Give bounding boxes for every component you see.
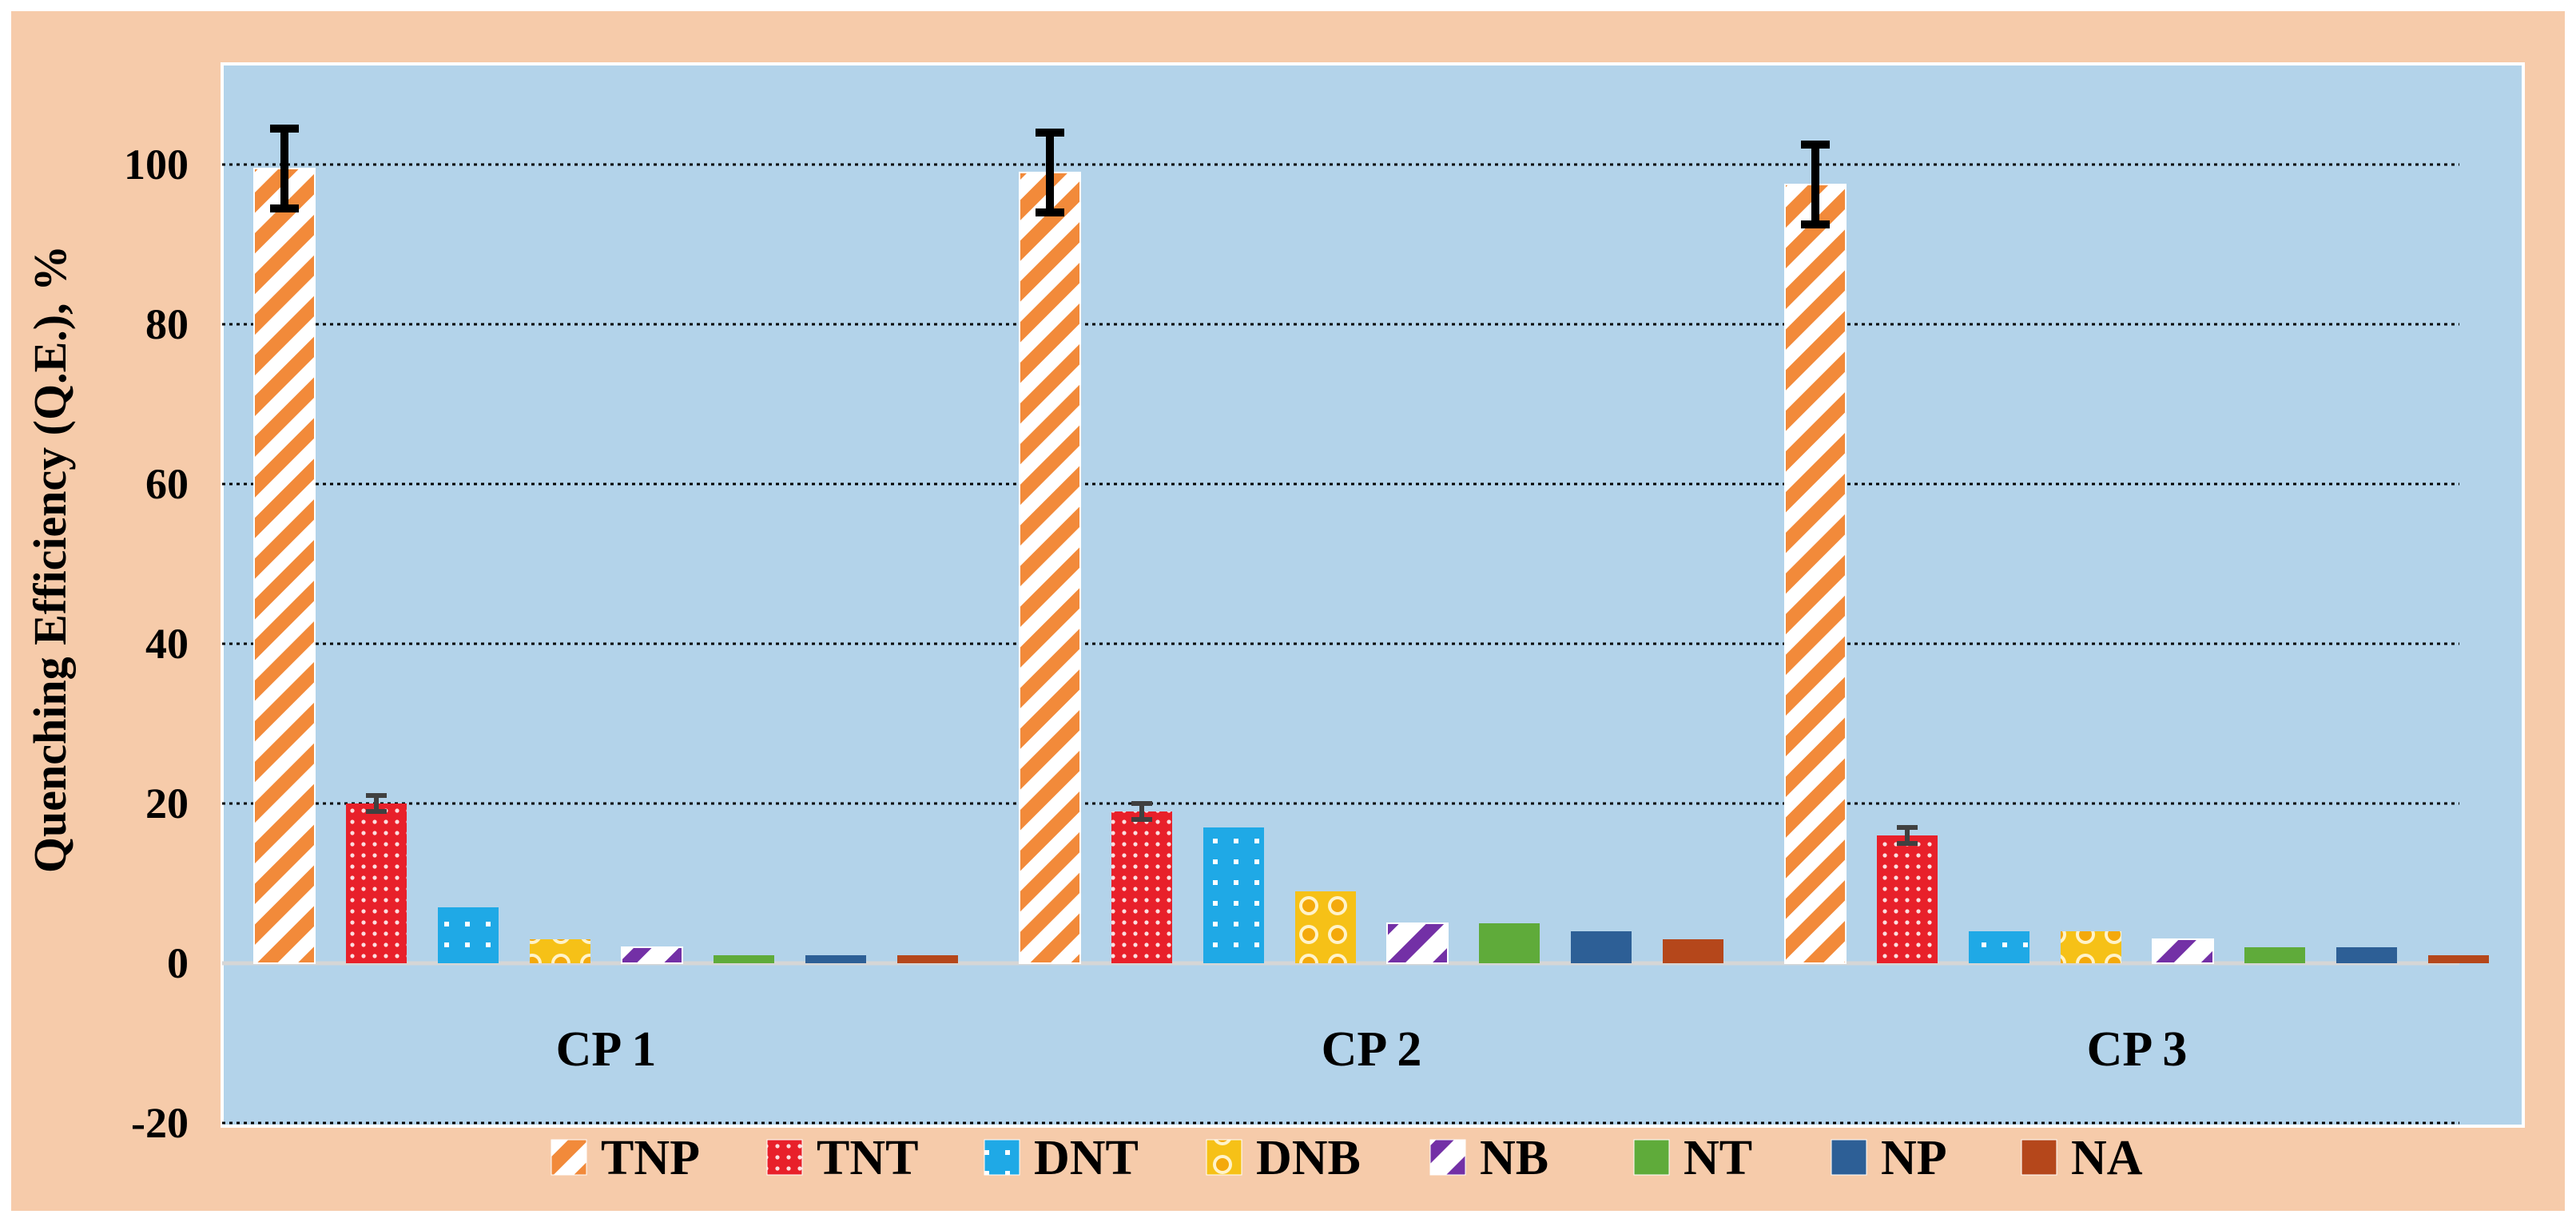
bar <box>253 168 316 964</box>
y-tick-label: 100 <box>124 141 189 188</box>
legend-swatch <box>984 1139 1020 1176</box>
error-bar <box>1801 141 1830 228</box>
x-tick-label: CP 3 <box>2087 1022 2188 1077</box>
y-tick-label: -20 <box>131 1099 189 1147</box>
bar-tnp-2 <box>1019 129 1081 964</box>
bar-tnp-1 <box>253 125 316 964</box>
bar-tnt-2 <box>1111 801 1172 963</box>
error-bar <box>1897 825 1918 846</box>
bar-np-2 <box>1571 931 1632 963</box>
bar-dnt-1 <box>438 907 499 963</box>
bar-nt-1 <box>714 955 774 963</box>
y-tick-label: 80 <box>145 300 189 348</box>
legend-item-nt: NT <box>1633 1131 1752 1185</box>
legend-swatch <box>1206 1139 1242 1176</box>
bar-np-1 <box>805 955 866 963</box>
bar-dnt-3 <box>1969 931 2029 963</box>
bar <box>1663 939 1723 963</box>
bar-tnt-3 <box>1877 825 1938 963</box>
legend-label: DNT <box>1034 1131 1139 1185</box>
bar <box>346 803 407 963</box>
bar <box>1479 923 1540 963</box>
bar-nt-3 <box>2244 947 2305 963</box>
legend-label: TNT <box>817 1131 918 1185</box>
y-tick-label: 20 <box>145 780 189 827</box>
legend-swatch <box>2021 1139 2057 1176</box>
y-tick-label: 60 <box>145 460 189 508</box>
bar-tnt-1 <box>346 793 407 963</box>
x-tick-label: CP 2 <box>1322 1022 1422 1077</box>
bar <box>621 946 683 964</box>
bar-np-3 <box>2336 947 2397 963</box>
bar <box>1969 931 2029 963</box>
bar-tnp-3 <box>1784 141 1847 964</box>
bar <box>805 955 866 963</box>
legend-item-np: NP <box>1831 1131 1947 1185</box>
bar <box>1386 922 1449 964</box>
bar <box>1295 891 1356 963</box>
bar-dnb-2 <box>1295 891 1356 963</box>
bar <box>714 955 774 963</box>
bar-na-2 <box>1663 939 1723 963</box>
error-bar <box>366 793 387 814</box>
legend-label: DNB <box>1256 1131 1361 1185</box>
legend-swatch <box>1429 1139 1466 1176</box>
plot-area <box>221 62 2525 1128</box>
legend-label: NP <box>1881 1131 1947 1185</box>
error-bar <box>1036 129 1064 216</box>
y-tick-label: 0 <box>167 939 189 987</box>
bar <box>2061 931 2121 963</box>
y-axis: -20 0 20 40 60 80 100 <box>124 141 189 1147</box>
bars <box>253 125 2489 964</box>
legend-item-dnt: DNT <box>984 1131 1139 1185</box>
legend-label: NB <box>1480 1131 1548 1185</box>
bar <box>530 939 590 963</box>
bar <box>2152 938 2214 964</box>
bar <box>2336 947 2397 963</box>
bar <box>1019 172 1081 964</box>
bar <box>897 955 958 963</box>
bar <box>1784 184 1847 964</box>
y-tick-label: 40 <box>145 620 189 668</box>
y-axis-label: Quenching Efficiency (Q.E.), % <box>24 245 76 873</box>
legend: TNP TNT DNT DNB NB NT NP NA <box>551 1131 2143 1185</box>
bar-nb-3 <box>2152 938 2214 964</box>
legend-item-tnp: TNP <box>551 1131 700 1185</box>
legend-label: NT <box>1684 1131 1752 1185</box>
bar-dnb-3 <box>2061 931 2121 963</box>
legend-item-nb: NB <box>1429 1131 1548 1185</box>
legend-label: TNP <box>601 1131 700 1185</box>
legend-item-dnb: DNB <box>1206 1131 1361 1185</box>
x-axis: CP 1 CP 2 CP 3 <box>556 1022 2188 1077</box>
bar <box>1877 835 1938 963</box>
legend-swatch <box>1831 1139 1867 1176</box>
bar <box>1111 811 1172 963</box>
bar-na-1 <box>897 955 958 963</box>
error-bar <box>1131 801 1152 822</box>
bar-nt-2 <box>1479 923 1540 963</box>
bar <box>1203 827 1264 963</box>
bar <box>1571 931 1632 963</box>
bar <box>2244 947 2305 963</box>
legend-label: NA <box>2071 1131 2143 1185</box>
x-tick-label: CP 1 <box>556 1022 657 1077</box>
bar-na-3 <box>2428 955 2489 963</box>
legend-swatch <box>551 1139 587 1176</box>
error-bar <box>270 125 299 212</box>
legend-item-na: NA <box>2021 1131 2143 1185</box>
legend-swatch <box>1633 1139 1670 1176</box>
bar-dnt-2 <box>1203 827 1264 963</box>
legend-item-tnt: TNT <box>766 1131 918 1185</box>
bar-dnb-1 <box>530 939 590 963</box>
legend-swatch <box>766 1139 803 1176</box>
bar <box>438 907 499 963</box>
bar-nb-2 <box>1386 922 1449 964</box>
bar <box>2428 955 2489 963</box>
bar-nb-1 <box>621 946 683 964</box>
